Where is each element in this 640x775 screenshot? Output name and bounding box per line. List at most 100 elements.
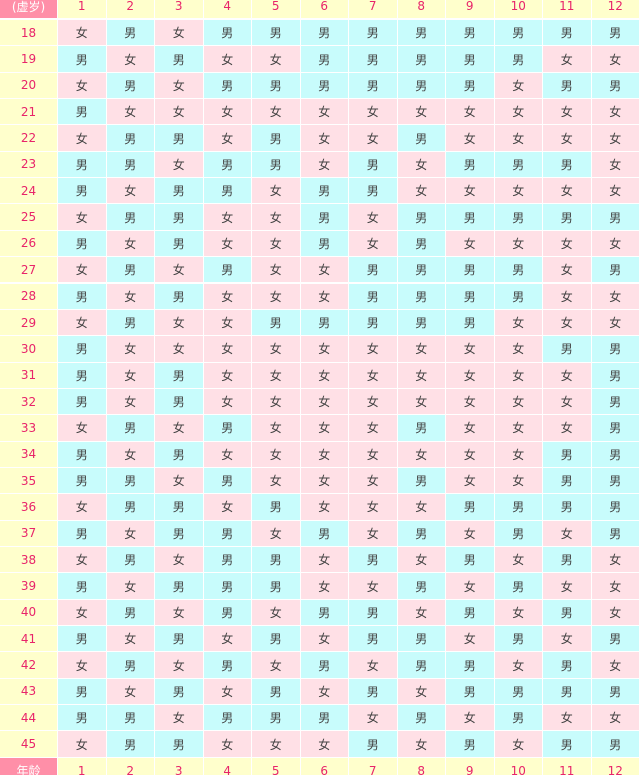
gender-cell: 女 (252, 204, 300, 230)
gender-cell: 男 (349, 72, 397, 99)
age-label: 32 (0, 388, 57, 415)
gender-cell: 女 (155, 599, 203, 626)
gender-cell: 男 (591, 467, 639, 494)
gender-cell: 男 (155, 204, 203, 230)
gender-cell: 男 (494, 20, 542, 46)
gender-cell: 女 (203, 678, 251, 705)
gender-cell: 女 (300, 441, 348, 467)
gender-cell: 女 (203, 388, 251, 415)
gender-cell: 女 (155, 20, 203, 46)
gender-cell: 男 (591, 626, 639, 652)
gender-cell: 女 (591, 151, 639, 178)
gender-cell: 女 (203, 125, 251, 151)
gender-cell: 女 (203, 204, 251, 230)
gender-cell: 男 (494, 705, 542, 731)
gender-cell: 男 (203, 20, 251, 46)
gender-cell: 女 (397, 547, 445, 573)
gender-cell: 男 (543, 441, 591, 467)
gender-cell: 女 (58, 415, 106, 441)
month-header: 5 (252, 0, 300, 18)
gender-cell: 女 (543, 388, 591, 415)
gender-cell: 男 (203, 652, 251, 678)
gender-cell: 女 (591, 652, 639, 678)
gender-cell: 女 (494, 336, 542, 362)
gender-cell: 女 (155, 547, 203, 573)
gender-cell: 女 (349, 467, 397, 494)
gender-cell: 男 (397, 257, 445, 283)
gender-cell: 女 (349, 652, 397, 678)
gender-cell: 女 (543, 230, 591, 257)
gender-cell: 男 (446, 283, 494, 309)
gender-cell: 男 (106, 204, 154, 230)
gender-cell: 女 (252, 257, 300, 283)
gender-cell: 女 (397, 731, 445, 757)
gender-cell: 女 (252, 362, 300, 388)
gender-cell: 女 (397, 441, 445, 467)
gender-cell: 女 (446, 626, 494, 652)
gender-cell: 男 (446, 547, 494, 573)
gender-cell: 男 (446, 257, 494, 283)
gender-cell: 男 (543, 72, 591, 99)
gender-cell: 男 (494, 494, 542, 520)
gender-cell: 女 (543, 705, 591, 731)
gender-cell: 男 (397, 520, 445, 546)
gender-cell: 男 (106, 494, 154, 520)
gender-cell: 男 (155, 362, 203, 388)
age-label: 39 (0, 573, 57, 599)
gender-cell: 女 (349, 573, 397, 599)
gender-cell: 女 (106, 441, 154, 467)
gender-cell: 女 (58, 20, 106, 46)
month-header: 6 (300, 0, 348, 18)
gender-cell: 女 (252, 441, 300, 467)
gender-cell: 女 (494, 99, 542, 125)
gender-cell: 女 (252, 230, 300, 257)
gender-cell: 男 (58, 705, 106, 731)
gender-cell: 女 (397, 178, 445, 204)
age-label: 41 (0, 626, 57, 652)
gender-cell: 男 (591, 257, 639, 283)
gender-cell: 女 (203, 283, 251, 309)
gender-cell: 男 (203, 573, 251, 599)
gender-cell: 男 (591, 678, 639, 705)
gender-cell: 男 (58, 336, 106, 362)
month-footer: 3 (155, 757, 203, 775)
gender-cell: 男 (155, 46, 203, 72)
gender-cell: 男 (106, 652, 154, 678)
gender-cell: 女 (252, 599, 300, 626)
gender-cell: 男 (543, 204, 591, 230)
gender-cell: 男 (252, 626, 300, 652)
gender-cell: 男 (543, 494, 591, 520)
gender-cell: 女 (252, 652, 300, 678)
gender-cell: 男 (349, 257, 397, 283)
gender-cell: 女 (349, 336, 397, 362)
month-footer: 1 (58, 757, 106, 775)
gender-cell: 男 (155, 441, 203, 467)
gender-cell: 女 (155, 415, 203, 441)
gender-cell: 女 (591, 46, 639, 72)
gender-cell: 男 (300, 599, 348, 626)
gender-cell: 男 (106, 309, 154, 336)
gender-cell: 女 (106, 678, 154, 705)
month-header: 1 (58, 0, 106, 18)
gender-cell: 女 (300, 626, 348, 652)
age-label: 45 (0, 731, 57, 757)
gender-cell: 男 (397, 309, 445, 336)
gender-cell: 女 (203, 46, 251, 72)
gender-cell: 男 (58, 151, 106, 178)
gender-cell: 女 (300, 257, 348, 283)
gender-cell: 男 (58, 230, 106, 257)
gender-cell: 女 (494, 415, 542, 441)
gender-cell: 男 (349, 178, 397, 204)
month-footer: 4 (203, 757, 251, 775)
gender-cell: 女 (543, 283, 591, 309)
gender-cell: 男 (300, 178, 348, 204)
gender-cell: 女 (106, 626, 154, 652)
gender-cell: 女 (155, 257, 203, 283)
corner-label: (虚岁) (0, 0, 57, 18)
gender-cell: 男 (58, 283, 106, 309)
gender-cell: 女 (543, 415, 591, 441)
gender-cell: 男 (494, 257, 542, 283)
gender-cell: 男 (203, 705, 251, 731)
gender-cell: 女 (58, 257, 106, 283)
age-label: 19 (0, 46, 57, 72)
